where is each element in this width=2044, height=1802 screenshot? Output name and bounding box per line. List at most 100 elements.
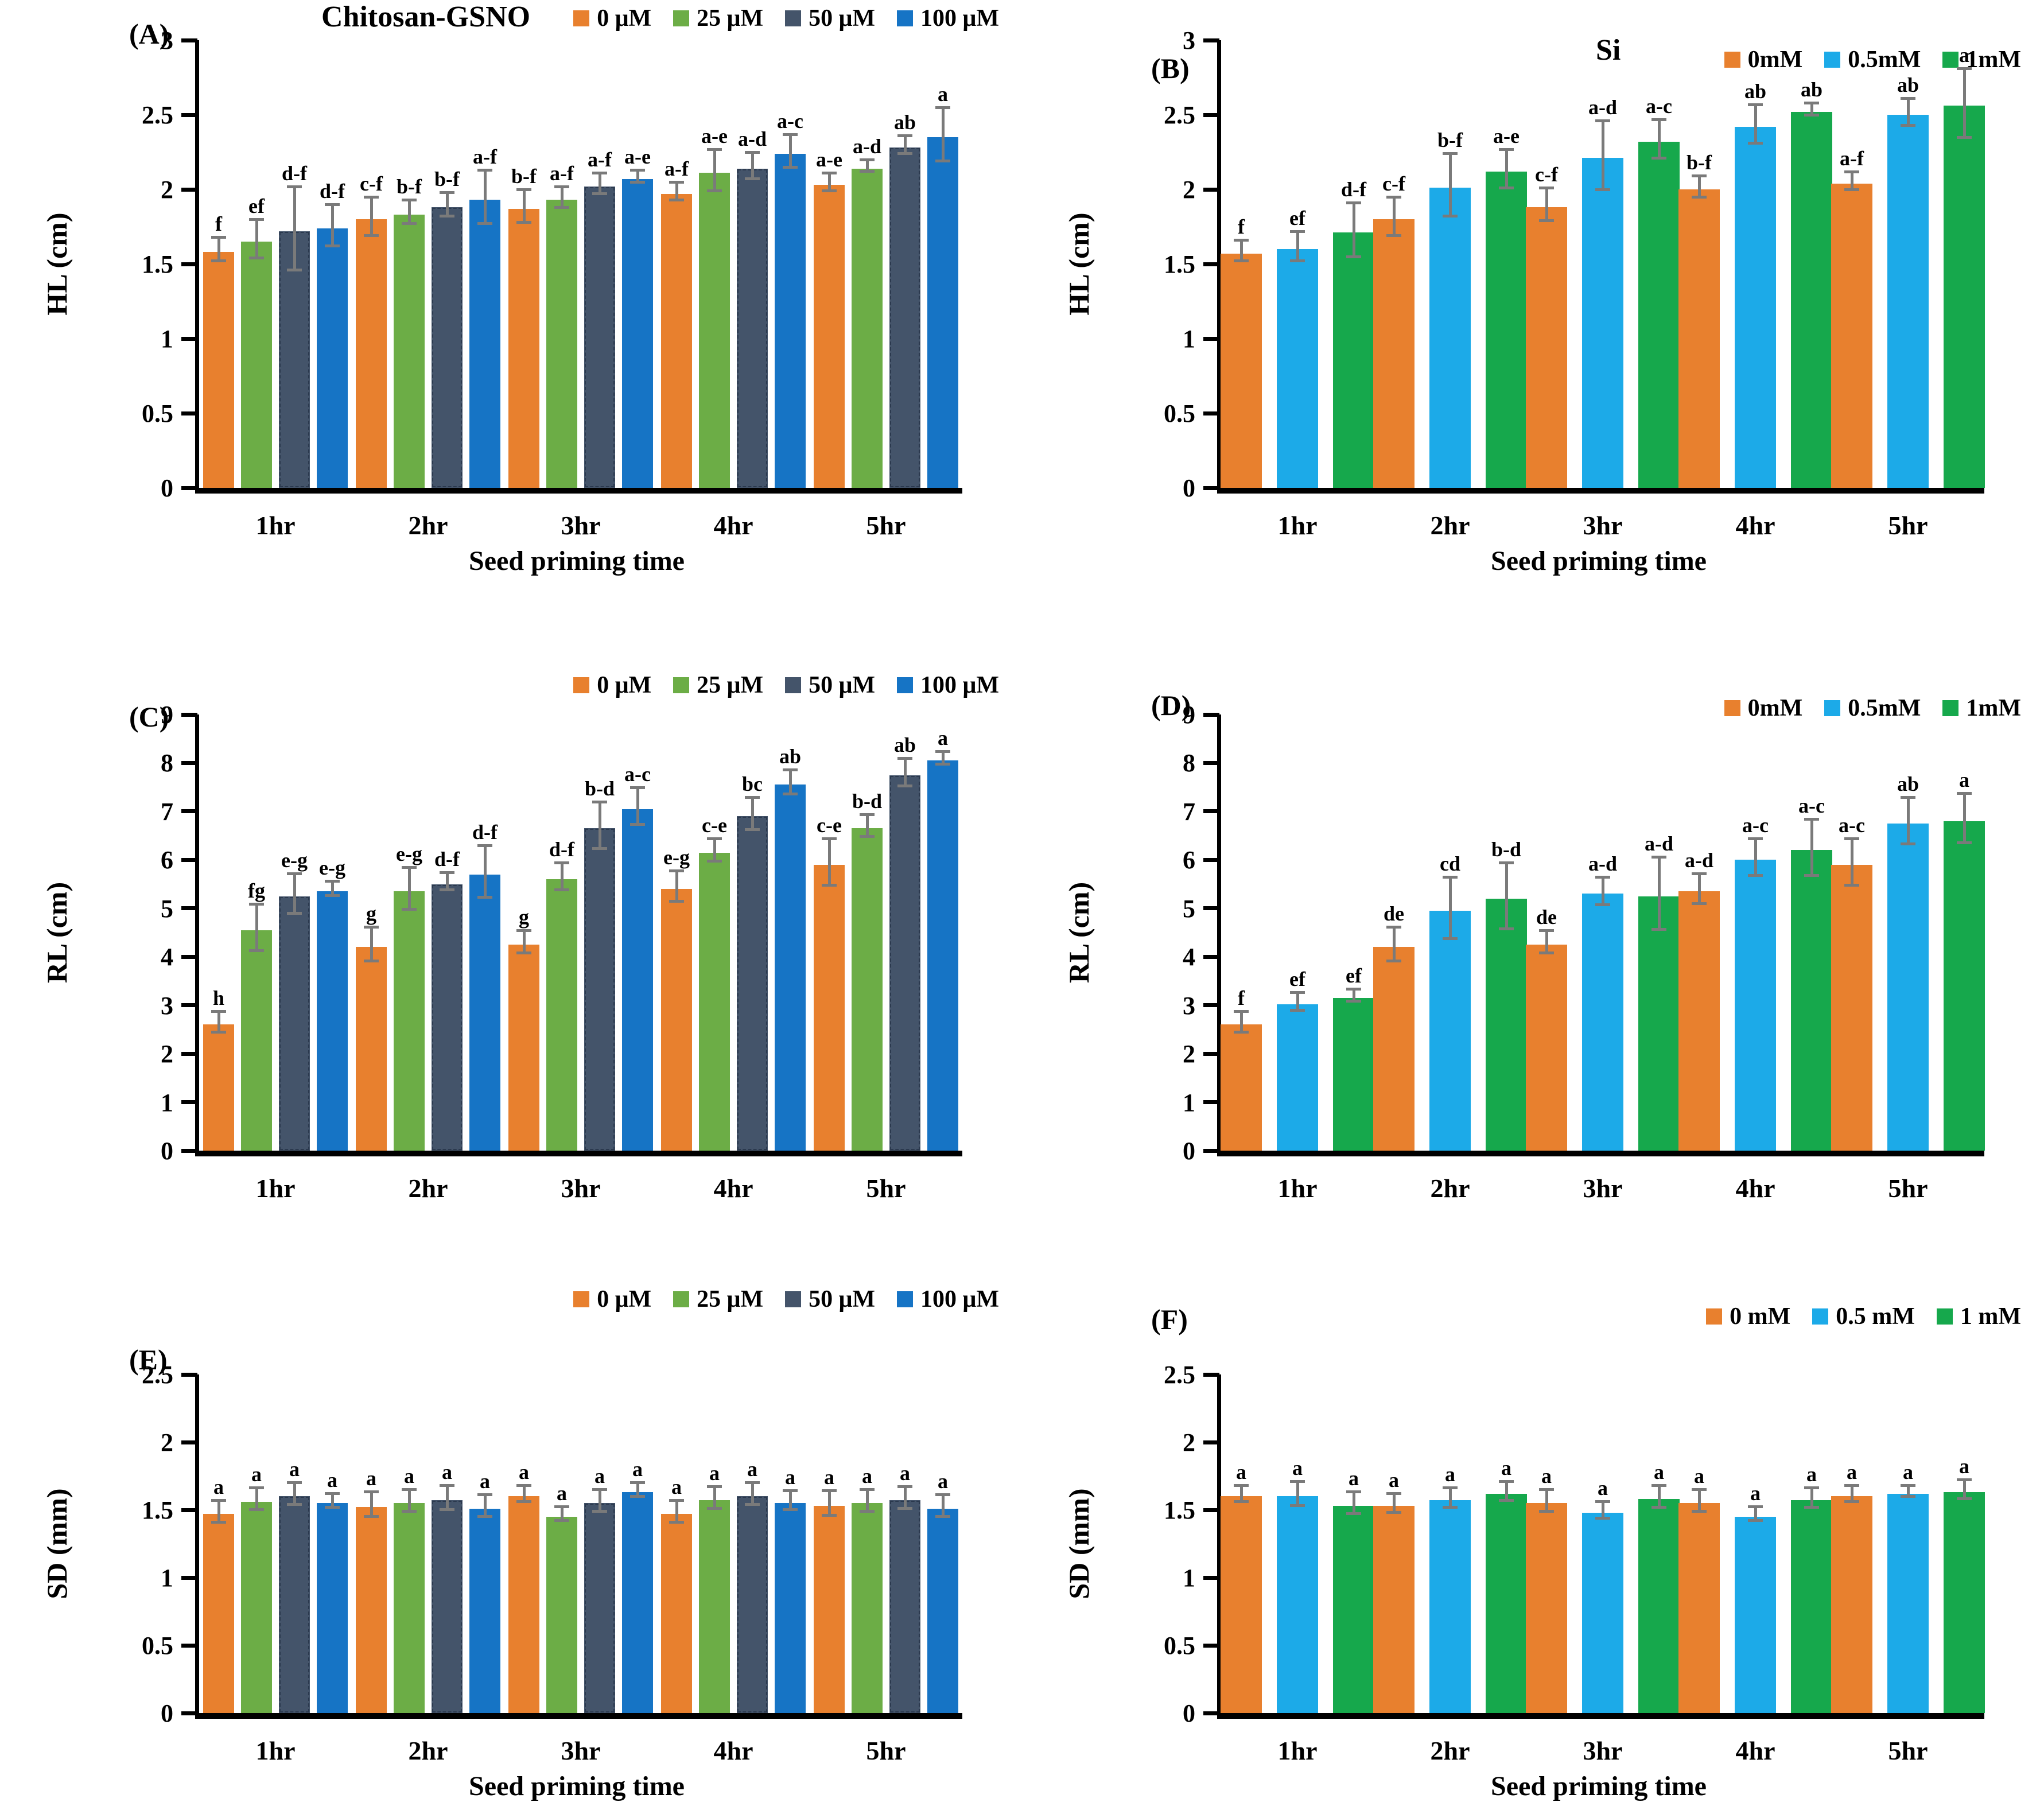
- error-bar: [707, 837, 722, 863]
- legend-label: 0mM: [1747, 695, 1803, 721]
- y-tick-mark: [181, 262, 197, 266]
- significance-letter: ab: [1744, 79, 1767, 103]
- significance-letter: a: [1959, 1455, 1969, 1478]
- legend-swatch: [573, 1291, 590, 1307]
- significance-letter: a: [1349, 1467, 1359, 1490]
- legend: 0mM 0.5mM 1mM: [1724, 694, 2021, 722]
- y-tick-mark: [181, 857, 197, 862]
- bar: [1887, 1493, 1929, 1713]
- y-tick-mark: [181, 38, 197, 42]
- y-tick-mark: [1203, 1003, 1219, 1008]
- significance-letter: a-d: [1588, 96, 1617, 119]
- panel-e: (E) 0 μM 25 μM 50 μM 100 μM SD (mm) 0 0.5 1 1.5 2 2…: [0, 1214, 1022, 1801]
- bar: [622, 1492, 653, 1713]
- error-bar: [1499, 1479, 1514, 1502]
- bar: [317, 891, 348, 1151]
- error-bar: [1386, 195, 1401, 238]
- significance-letter: a-f: [550, 161, 574, 185]
- legend-item: 50 μM: [785, 671, 875, 699]
- bar: [775, 1503, 806, 1713]
- bar: [1333, 1505, 1374, 1713]
- significance-letter: c-f: [1535, 163, 1558, 187]
- bar: [203, 252, 234, 488]
- error-bar: [935, 749, 950, 766]
- y-tick-mark: [1203, 760, 1219, 765]
- y-tick-label: 6: [1183, 846, 1195, 875]
- y-tick-label: 2.5: [142, 1361, 173, 1389]
- bar: [394, 891, 425, 1151]
- legend-label: 0 mM: [1730, 1303, 1791, 1330]
- y-tick-mark: [1203, 1643, 1219, 1648]
- legend-label: 1mM: [1966, 695, 2021, 721]
- bar: [1791, 850, 1832, 1151]
- error-bar: [1692, 872, 1707, 905]
- error-bar: [402, 199, 417, 226]
- bar: [203, 1024, 234, 1151]
- bar: [1638, 896, 1680, 1151]
- bar: [1526, 945, 1567, 1151]
- legend-swatch: [1706, 1308, 1723, 1325]
- significance-letter: c-f: [360, 172, 383, 195]
- significance-letter: a-d: [737, 127, 767, 150]
- y-tick-mark: [1203, 1372, 1219, 1377]
- significance-letter: a: [824, 1466, 834, 1489]
- error-bar: [707, 147, 722, 193]
- bar: [927, 137, 958, 488]
- y-tick-label: 2.5: [142, 101, 173, 129]
- error-bar: [1692, 1488, 1707, 1513]
- y-tick-label: 4: [1183, 943, 1195, 972]
- bar: [1429, 1500, 1471, 1713]
- y-tick-mark: [1203, 1508, 1219, 1512]
- error-bar: [630, 786, 645, 826]
- legend: 0mM 0.5mM 1mM: [1724, 46, 2021, 73]
- legend-item: 50 μM: [785, 5, 875, 32]
- error-bar: [1692, 174, 1707, 199]
- error-bar: [1234, 1010, 1249, 1034]
- significance-letter: a: [213, 1475, 224, 1498]
- legend-label: 25 μM: [697, 1286, 764, 1312]
- legend-swatch: [673, 677, 690, 693]
- y-tick-mark: [1203, 112, 1219, 117]
- bar: [927, 1508, 958, 1713]
- significance-letter: b-f: [511, 164, 537, 188]
- y-tick-label: 9: [161, 701, 173, 729]
- bar: [394, 1503, 425, 1713]
- legend-item: 100 μM: [897, 5, 999, 32]
- significance-letter: f: [1238, 215, 1245, 239]
- x-category-label: 1hr: [255, 1736, 296, 1765]
- error-bar: [440, 191, 454, 218]
- y-tick-label: 0.5: [1164, 399, 1195, 428]
- bar: [1582, 158, 1623, 488]
- error-bar: [1844, 837, 1859, 887]
- y-tick-label: 3: [1183, 991, 1195, 1020]
- y-tick-label: 9: [1183, 701, 1195, 729]
- bar: [889, 1500, 920, 1713]
- bar: [508, 945, 539, 1151]
- bar: [852, 168, 883, 488]
- legend-item: 0mM: [1724, 46, 1802, 73]
- significance-letter: c-e: [702, 813, 727, 837]
- x-category-label: 2hr: [1430, 511, 1470, 540]
- plot-area: 0 1 2 3 4 5 6 7 8 9 f ef ef 1hr de cd b-d 2hr de a-d a-d 3hr a…: [1183, 701, 1985, 1203]
- y-tick-mark: [181, 187, 197, 192]
- bar: [1333, 232, 1374, 488]
- panel-title: Chitosan-GSNO: [321, 1, 531, 33]
- y-tick-label: 0: [161, 1699, 173, 1727]
- y-tick-mark: [181, 1711, 197, 1715]
- plot-area: 0 0.5 1 1.5 2 2.5 3 f ef d-f d-f 1hr c-f b-f b-f a-f 2hr…: [142, 26, 962, 540]
- significance-letter: a: [1694, 1464, 1704, 1488]
- y-tick-mark: [181, 1440, 197, 1444]
- y-tick-mark: [1203, 857, 1219, 862]
- legend-swatch: [1724, 52, 1740, 68]
- panel-label: (C): [129, 701, 169, 733]
- error-bar: [1386, 1492, 1401, 1514]
- bar: [852, 828, 883, 1151]
- y-axis-title: SD (mm): [41, 1488, 73, 1599]
- error-bar: [1844, 1483, 1859, 1504]
- y-tick-label: 2: [1183, 1040, 1195, 1069]
- y-tick-mark: [1203, 1711, 1219, 1715]
- y-tick-label: 1.5: [1164, 250, 1195, 278]
- legend-label: 50 μM: [809, 1286, 876, 1312]
- error-bar: [1290, 991, 1305, 1012]
- y-tick-label: 1.5: [142, 250, 173, 278]
